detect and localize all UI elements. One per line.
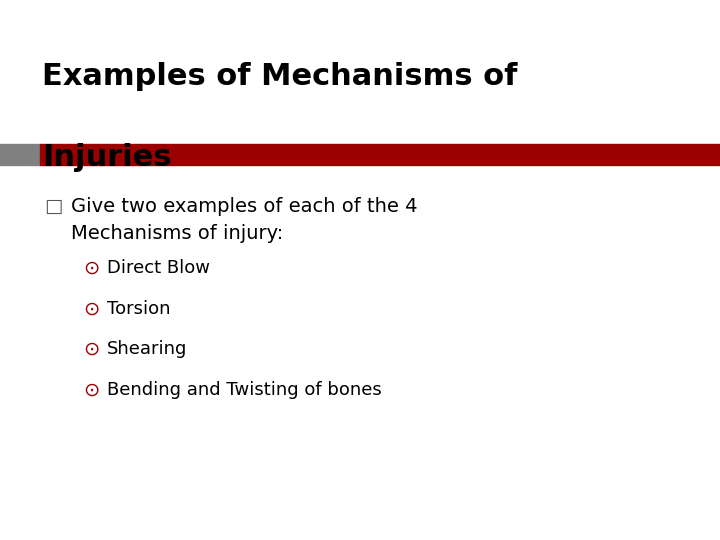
Text: Give two examples of each of the 4: Give two examples of each of the 4 xyxy=(71,197,417,216)
Text: ⊙: ⊙ xyxy=(83,300,99,319)
Text: Direct Blow: Direct Blow xyxy=(107,259,210,277)
Text: Shearing: Shearing xyxy=(107,340,187,358)
Text: Mechanisms of injury:: Mechanisms of injury: xyxy=(71,224,283,243)
Text: Examples of Mechanisms of: Examples of Mechanisms of xyxy=(42,62,517,91)
Text: Injuries: Injuries xyxy=(42,143,171,172)
Bar xyxy=(40,144,720,165)
Text: Torsion: Torsion xyxy=(107,300,170,318)
Text: □: □ xyxy=(45,197,63,216)
Text: Bending and Twisting of bones: Bending and Twisting of bones xyxy=(107,381,382,399)
Text: ⊙: ⊙ xyxy=(83,259,99,278)
Text: ⊙: ⊙ xyxy=(83,381,99,400)
Text: ⊙: ⊙ xyxy=(83,340,99,359)
Bar xyxy=(0,144,40,165)
